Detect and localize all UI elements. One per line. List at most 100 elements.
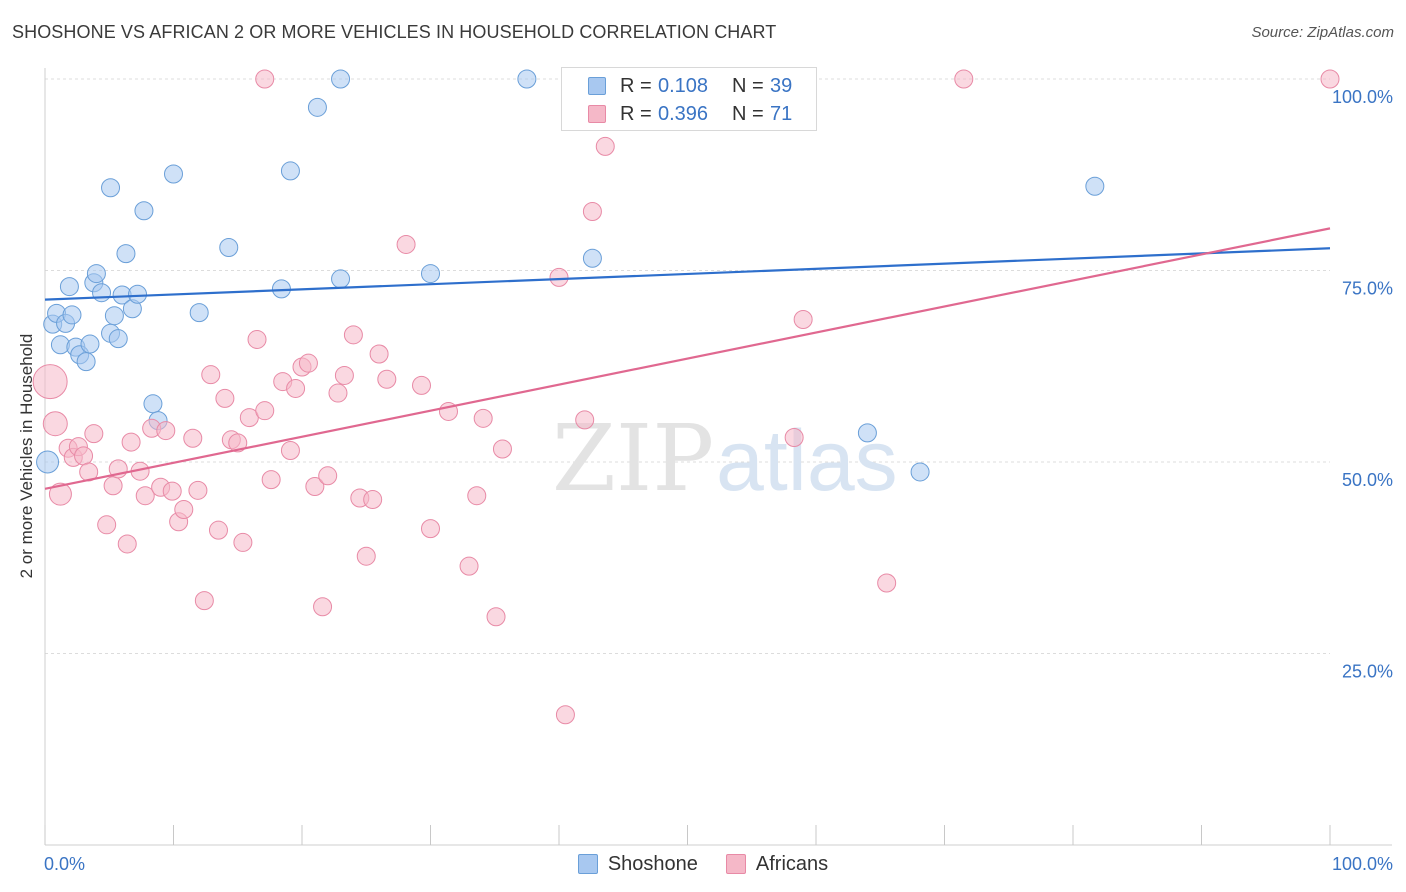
- africans-point: [486, 607, 506, 627]
- shoshone-point: [331, 69, 351, 89]
- africans-point: [84, 424, 104, 444]
- r-label: R =: [620, 102, 652, 125]
- x-tick-label: 0.0%: [44, 854, 85, 874]
- africans-point: [555, 705, 575, 725]
- africans-point: [201, 365, 221, 385]
- africans-point: [582, 202, 602, 222]
- legend-item-africans[interactable]: Africans: [725, 852, 829, 876]
- shoshone-point: [517, 69, 537, 89]
- africans-point: [208, 520, 228, 540]
- africans-point: [188, 480, 208, 500]
- shoshone-point: [910, 462, 930, 482]
- africans-point: [255, 69, 275, 89]
- shoshone-point: [108, 329, 128, 349]
- shoshone-swatch: [588, 77, 606, 95]
- shoshone-point: [189, 303, 209, 323]
- stats-row-shoshone: R = 0.108 N = 39: [562, 71, 792, 101]
- series-shoshone: [36, 69, 1105, 482]
- africans-point: [334, 365, 354, 385]
- africans-point: [784, 427, 804, 447]
- africans-point: [174, 499, 194, 519]
- shoshone-point: [36, 450, 60, 474]
- africans-point: [369, 344, 389, 364]
- stats-row-africans: R = 0.396 N = 71: [562, 99, 792, 129]
- shoshone-point: [76, 352, 96, 372]
- x-tick-labels: 0.0% 100.0%: [44, 854, 1393, 874]
- africans-point: [103, 476, 123, 496]
- y-tick-label: 25.0%: [1342, 662, 1393, 682]
- shoshone-point: [92, 283, 112, 303]
- africans-point: [492, 439, 512, 459]
- n-label: N =: [732, 74, 764, 97]
- africans-point: [298, 353, 318, 373]
- shoshone-point: [219, 238, 239, 258]
- shoshone-point: [421, 264, 440, 284]
- africans-point: [156, 421, 176, 441]
- r-label: R =: [620, 74, 652, 97]
- africans-point: [162, 481, 182, 501]
- shoshone-point: [143, 394, 163, 414]
- y-tick-label: 100.0%: [1332, 87, 1393, 107]
- africans-point: [280, 441, 300, 461]
- africans-point: [877, 573, 897, 593]
- shoshone-point: [80, 334, 100, 354]
- africans-point: [135, 486, 155, 506]
- africans-point: [459, 556, 479, 576]
- n-value: 71: [770, 102, 793, 125]
- africans-point: [261, 470, 281, 490]
- africans-point: [328, 383, 348, 403]
- africans-point: [363, 490, 383, 510]
- africans-point: [183, 428, 203, 448]
- data-points: [32, 69, 1340, 725]
- africans-point: [595, 136, 615, 156]
- shoshone-point: [116, 244, 136, 264]
- africans-point: [318, 466, 338, 486]
- shoshone-point: [62, 305, 82, 325]
- africans-point: [305, 477, 325, 497]
- y-tick-label: 50.0%: [1342, 470, 1393, 490]
- shoshone-point: [104, 306, 124, 326]
- shoshone-point: [307, 97, 327, 117]
- africans-point: [117, 534, 137, 554]
- shoshone-point: [101, 178, 121, 198]
- trend-lines: [44, 227, 1331, 490]
- r-value: 0.108: [658, 74, 709, 97]
- africans-point: [343, 325, 363, 345]
- africans-point: [194, 591, 214, 611]
- stats-legend: R = 0.108 N = 39 R = 0.396 N = 71: [561, 67, 817, 131]
- shoshone-point: [280, 161, 300, 181]
- africans-point: [97, 515, 117, 535]
- legend-label-africans: Africans: [755, 852, 829, 875]
- africans-legend-swatch: [725, 854, 746, 874]
- shoshone-point: [857, 423, 877, 443]
- shoshone-point: [59, 277, 79, 297]
- africans-point: [74, 446, 94, 466]
- n-value: 39: [770, 74, 793, 97]
- r-value: 0.396: [658, 102, 709, 125]
- series-africans: [32, 69, 1340, 725]
- n-label: N =: [732, 102, 764, 125]
- shoshone-point: [1085, 176, 1105, 196]
- gridlines: [45, 78, 1330, 654]
- legend-item-shoshone[interactable]: Shoshone: [577, 853, 698, 876]
- africans-point: [215, 388, 235, 408]
- africans-point: [549, 267, 569, 287]
- africans-trend-line: [44, 227, 1331, 490]
- africans-point: [467, 486, 487, 506]
- africans-point: [377, 369, 397, 389]
- shoshone-point: [164, 164, 183, 184]
- africans-swatch: [588, 105, 606, 123]
- africans-point: [313, 597, 333, 617]
- africans-point: [575, 410, 595, 430]
- africans-point: [954, 69, 974, 89]
- africans-point: [48, 482, 72, 506]
- africans-point: [396, 234, 416, 254]
- x-tick-label: 100.0%: [1332, 854, 1393, 874]
- shoshone-point: [134, 201, 154, 221]
- shoshone-point: [128, 284, 148, 304]
- africans-point: [233, 532, 253, 552]
- y-tick-label: 75.0%: [1342, 279, 1393, 299]
- series-legend: Shoshone Africans: [0, 851, 1406, 877]
- shoshone-legend-swatch: [577, 854, 598, 874]
